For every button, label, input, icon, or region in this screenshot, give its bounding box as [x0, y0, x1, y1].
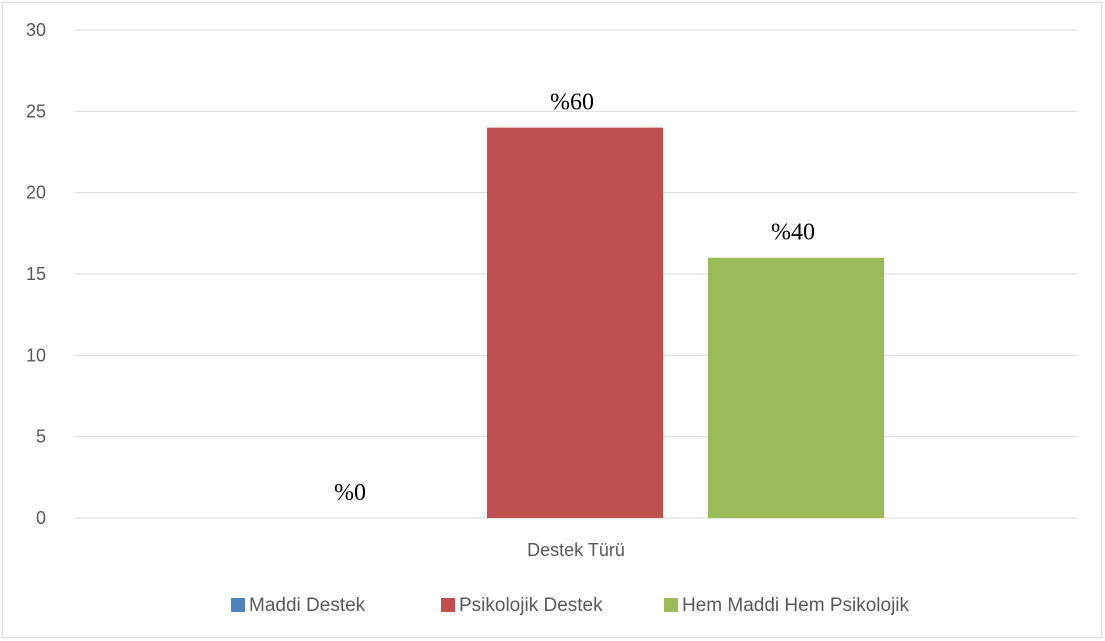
legend-item-maddi-destek: Maddi Destek	[231, 595, 366, 616]
y-axis-tick-labels: 0 5 10 15 20 25 30	[26, 20, 46, 528]
legend-item-psikolojik-destek: Psikolojik Destek	[441, 595, 603, 616]
y-tick-label-30: 30	[26, 20, 46, 40]
legend: Maddi Destek Psikolojik Destek Hem Maddi H…	[231, 595, 910, 616]
y-tick-label-10: 10	[26, 345, 46, 365]
y-tick-label-20: 20	[26, 183, 46, 203]
bar-hem-maddi-hem-psikolojik	[708, 257, 884, 518]
legend-item-hem-maddi-hem-psikolojik: Hem Maddi Hem Psikolojik	[664, 595, 910, 616]
legend-label-hem-maddi-hem-psikolojik: Hem Maddi Hem Psikolojik	[682, 595, 910, 616]
legend-swatch-hem-maddi-hem-psikolojik	[664, 598, 678, 612]
x-category-label: Destek Türü	[527, 540, 625, 560]
data-labels: %0 %60 %40	[334, 90, 815, 506]
y-tick-label-0: 0	[36, 508, 46, 528]
x-axis-category-labels: Destek Türü	[527, 540, 625, 560]
legend-label-maddi-destek: Maddi Destek	[249, 595, 366, 616]
bar-psikolojik-destek	[487, 127, 663, 518]
y-tick-label-15: 15	[26, 264, 46, 284]
legend-label-psikolojik-destek: Psikolojik Destek	[459, 595, 603, 616]
data-label-maddi-destek: %0	[334, 480, 366, 506]
data-label-psikolojik-destek: %60	[550, 90, 594, 116]
y-tick-label-5: 5	[36, 427, 46, 447]
y-tick-label-25: 25	[26, 101, 46, 121]
legend-swatch-maddi-destek	[231, 598, 245, 612]
data-label-hem-maddi-hem-psikolojik: %40	[771, 220, 815, 246]
bars	[487, 127, 884, 518]
legend-swatch-psikolojik-destek	[441, 598, 455, 612]
